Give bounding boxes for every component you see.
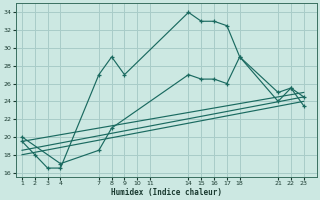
X-axis label: Humidex (Indice chaleur): Humidex (Indice chaleur): [111, 188, 221, 197]
